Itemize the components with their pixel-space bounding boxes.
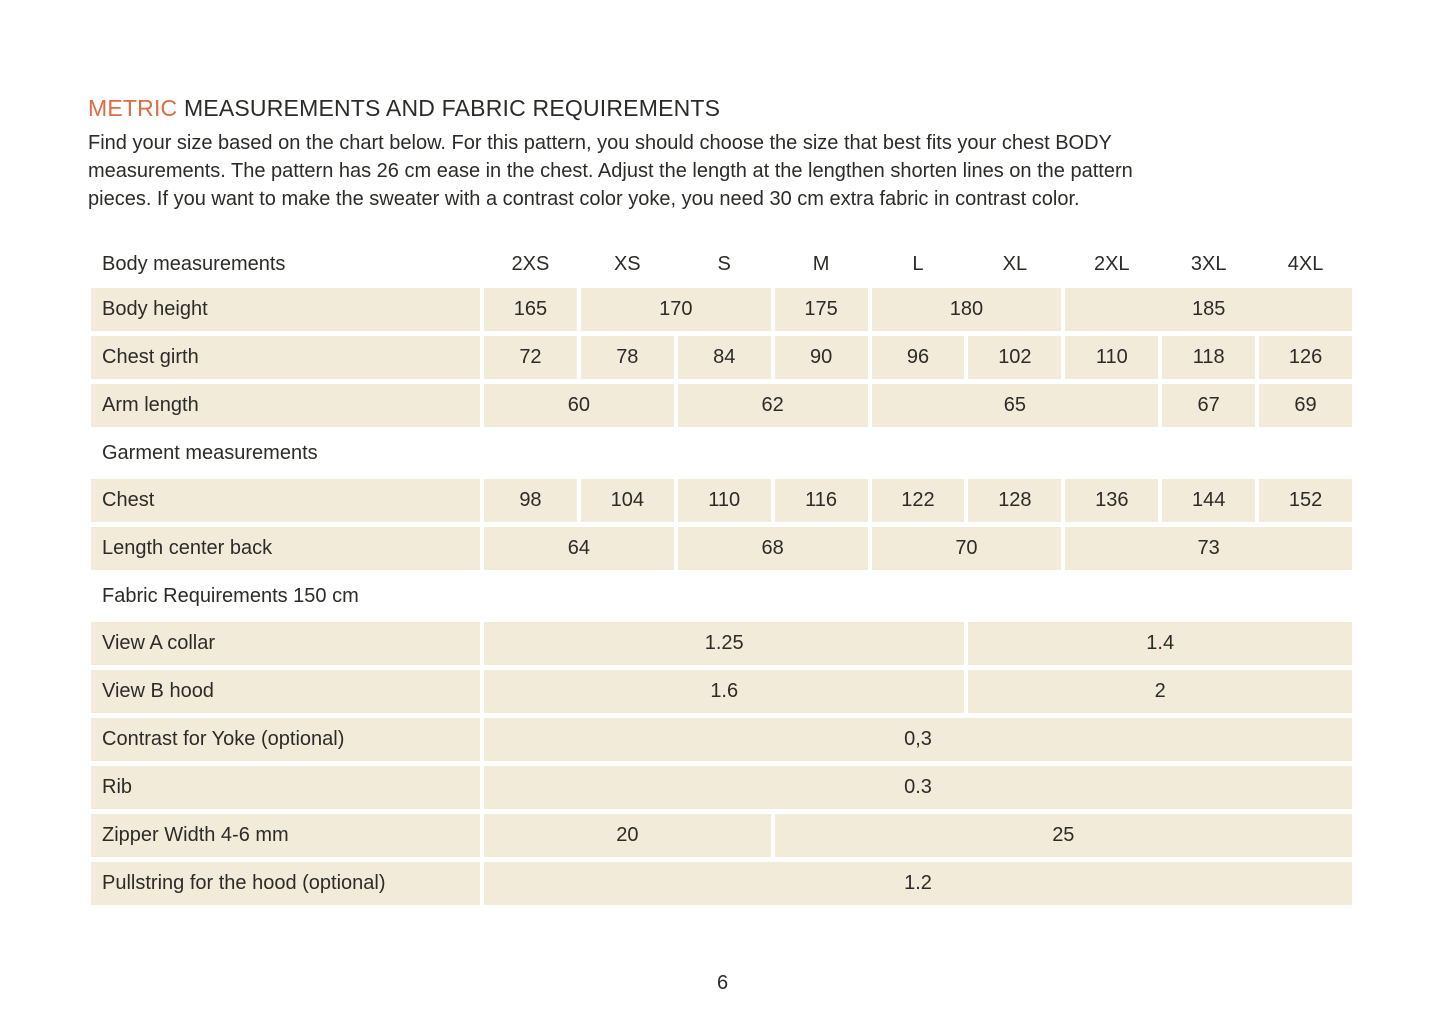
table-value-cell: 98 <box>484 479 577 522</box>
table-value-cell: 180 <box>871 288 1062 331</box>
intro-paragraph: Find your size based on the chart below.… <box>88 129 1356 213</box>
intro-line: measurements. The pattern has 26 cm ease… <box>88 160 1133 182</box>
table-value-cell: 60 <box>484 384 674 427</box>
section-header: Garment measurements <box>102 441 318 464</box>
row-label: View A collar <box>91 622 480 665</box>
row-label: Arm length <box>91 384 480 427</box>
table-value-cell: 128 <box>968 479 1062 522</box>
row-label: Body height <box>91 288 480 331</box>
table-value-cell: 20 <box>484 814 771 857</box>
title-rest: MEASUREMENTS AND FABRIC REQUIREMENTS <box>177 95 721 121</box>
measurement-table: Body measurements 2XS XS S M L XL 2XL 3XL 4XL Body… <box>91 245 1352 905</box>
table-value-cell: 2 <box>968 670 1352 713</box>
table-value-cell: 116 <box>774 479 868 522</box>
table-value-cell: 72 <box>484 336 577 379</box>
table-value-cell: 62 <box>677 384 868 427</box>
table-value-cell: 136 <box>1065 479 1159 522</box>
table-value-cell: 104 <box>580 479 674 522</box>
table-value-cell: 170 <box>580 288 771 331</box>
column-header-size-2xs: 2XS <box>511 252 550 275</box>
table-value-cell: 102 <box>968 336 1062 379</box>
table-value-cell: 122 <box>871 479 965 522</box>
table-value-cell: 78 <box>580 336 674 379</box>
page-content: METRIC MEASUREMENTS AND FABRIC REQUIREME… <box>88 94 1356 905</box>
column-header-size-l: L <box>912 252 924 275</box>
table-value-cell: 1.2 <box>484 862 1352 905</box>
table-value-cell: 165 <box>484 288 577 331</box>
column-header-size-2xl: 2XL <box>1093 252 1130 275</box>
column-header-size-3xl: 3XL <box>1190 252 1227 275</box>
title-accent: METRIC <box>88 95 178 121</box>
intro-line: pieces. If you want to make the sweater … <box>88 188 1080 210</box>
column-header-size-s: S <box>717 252 731 275</box>
row-label: Chest girth <box>91 336 480 379</box>
row-label: Contrast for Yoke (optional) <box>91 718 480 761</box>
table-value-cell: 152 <box>1259 479 1352 522</box>
table-value-cell: 0.3 <box>484 766 1352 809</box>
section-header: Fabric Requirements 150 cm <box>102 584 359 607</box>
table-value-cell: 25 <box>774 814 1352 857</box>
intro-line: Find your size based on the chart below.… <box>88 132 1112 154</box>
table-value-cell: 0,3 <box>484 718 1352 761</box>
column-header-size-4xl: 4XL <box>1287 252 1324 275</box>
table-value-cell: 118 <box>1162 336 1256 379</box>
table-value-cell: 84 <box>677 336 771 379</box>
table-value-cell: 68 <box>677 527 868 570</box>
table-value-cell: 110 <box>677 479 771 522</box>
row-label: Zipper Width 4-6 mm <box>91 814 480 857</box>
table-value-cell: 185 <box>1065 288 1352 331</box>
table-value-cell: 70 <box>871 527 1062 570</box>
table-value-cell: 1.6 <box>484 670 965 713</box>
table-value-cell: 67 <box>1162 384 1256 427</box>
table-value-cell: 65 <box>871 384 1159 427</box>
column-header-body-measurements: Body measurements <box>102 252 286 275</box>
table-value-cell: 73 <box>1065 527 1352 570</box>
column-header-size-m: M <box>812 252 830 275</box>
column-header-size-xl: XL <box>1002 252 1028 275</box>
row-label: Length center back <box>91 527 480 570</box>
table-value-cell: 144 <box>1162 479 1256 522</box>
table-value-cell: 64 <box>484 527 674 570</box>
table-value-cell: 1.4 <box>968 622 1352 665</box>
table-value-cell: 69 <box>1259 384 1352 427</box>
table-value-cell: 96 <box>871 336 965 379</box>
row-label: Chest <box>91 479 480 522</box>
page-number: 6 <box>716 972 729 994</box>
table-value-cell: 1.25 <box>484 622 965 665</box>
column-header-size-xs: XS <box>613 252 641 275</box>
row-label: View B hood <box>91 670 480 713</box>
table-value-cell: 90 <box>774 336 868 379</box>
row-label: Rib <box>91 766 480 809</box>
table-value-cell: 110 <box>1065 336 1159 379</box>
row-label: Pullstring for the hood (optional) <box>91 862 480 905</box>
table-value-cell: 126 <box>1259 336 1352 379</box>
page-title: METRIC MEASUREMENTS AND FABRIC REQUIREME… <box>88 94 1356 123</box>
table-value-cell: 175 <box>774 288 868 331</box>
